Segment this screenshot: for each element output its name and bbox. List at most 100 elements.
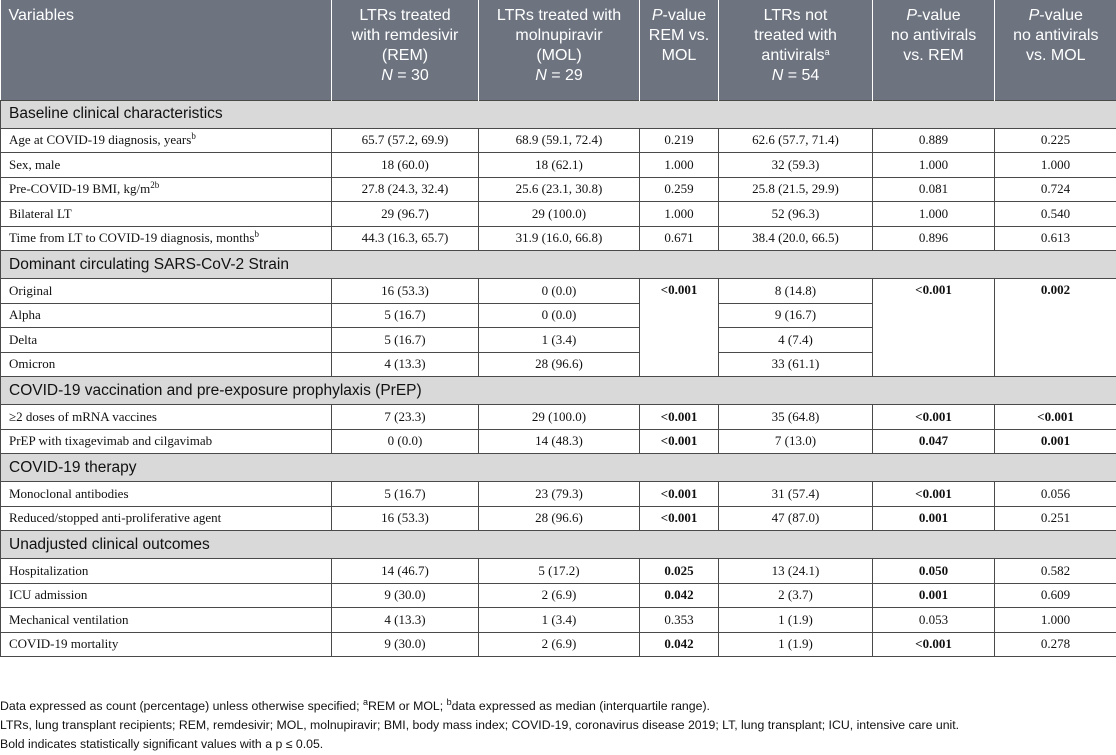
cell-p2: <0.001 bbox=[872, 481, 995, 507]
cell-p1: <0.001 bbox=[639, 481, 719, 507]
table-row: PrEP with tixagevimab and cilgavimab 0 (… bbox=[0, 428, 1116, 454]
cell-mol: 5 (17.2) bbox=[478, 558, 640, 584]
cell-p1: 1.000 bbox=[639, 152, 719, 178]
section-row: Dominant circulating SARS-CoV-2 Strain bbox=[0, 250, 1116, 279]
row-label: Hospitalization bbox=[0, 558, 332, 584]
results-table: Variables LTRs treated with remdesivir (… bbox=[0, 0, 1116, 657]
cell-none: 35 (64.8) bbox=[718, 404, 873, 430]
cell-p2: <0.001 bbox=[872, 631, 995, 657]
section-baseline: Baseline clinical characteristics bbox=[0, 99, 1116, 129]
cell-rem: 16 (53.3) bbox=[331, 505, 479, 531]
cell-p1: 0.219 bbox=[639, 127, 719, 153]
cell-p1: 0.025 bbox=[639, 558, 719, 584]
row-label: ≥2 doses of mRNA vaccines bbox=[0, 404, 332, 430]
cell-p2: 1.000 bbox=[872, 152, 995, 178]
cell-mol: 0 (0.0) bbox=[478, 302, 640, 328]
cell-mol: 29 (100.0) bbox=[478, 404, 640, 430]
table-row: Bilateral LT 29 (96.7) 29 (100.0) 1.000 … bbox=[0, 201, 1116, 227]
table-row: Time from LT to COVID-19 diagnosis, mont… bbox=[0, 225, 1116, 251]
table-row: Delta 5 (16.7) 1 (3.4) 4 (7.4) bbox=[0, 327, 1116, 353]
cell-p3-strain: 0.002 bbox=[994, 278, 1116, 377]
table-row: Original 16 (53.3) 0 (0.0) <0.001 8 (14.… bbox=[0, 278, 1116, 377]
footnote-line-3: Bold indicates statistically significant… bbox=[0, 737, 324, 751]
cell-p2: 0.047 bbox=[872, 428, 995, 454]
cell-p1: <0.001 bbox=[639, 505, 719, 531]
section-row: Baseline clinical characteristics bbox=[0, 99, 1116, 129]
cell-p1: <0.001 bbox=[639, 404, 719, 430]
cell-mol: 68.9 (59.1, 72.4) bbox=[478, 127, 640, 153]
header-mol: LTRs treated with molnupiravir (MOL) N =… bbox=[478, 0, 640, 100]
cell-p2: 0.081 bbox=[872, 176, 995, 202]
cell-none: 1 (1.9) bbox=[718, 631, 873, 657]
cell-none: 4 (7.4) bbox=[718, 327, 873, 353]
table-row: Monoclonal antibodies 5 (16.7) 23 (79.3)… bbox=[0, 481, 1116, 507]
cell-mol: 1 (3.4) bbox=[478, 327, 640, 353]
row-label: Bilateral LT bbox=[0, 201, 332, 227]
cell-none: 52 (96.3) bbox=[718, 201, 873, 227]
cell-none: 13 (24.1) bbox=[718, 558, 873, 584]
header-no-antivirals: LTRs not treated with antiviralsa N = 54 bbox=[718, 0, 873, 100]
section-therapy: COVID-19 therapy bbox=[0, 453, 1116, 482]
cell-rem: 4 (13.3) bbox=[331, 351, 479, 377]
table-row: Omicron 4 (13.3) 28 (96.6) 33 (61.1) bbox=[0, 351, 1116, 377]
cell-p2: <0.001 bbox=[872, 404, 995, 430]
cell-none: 7 (13.0) bbox=[718, 428, 873, 454]
row-label: ICU admission bbox=[0, 582, 332, 608]
cell-p1: 0.042 bbox=[639, 631, 719, 657]
cell-none: 9 (16.7) bbox=[718, 302, 873, 328]
cell-rem: 18 (60.0) bbox=[331, 152, 479, 178]
cell-rem: 4 (13.3) bbox=[331, 607, 479, 633]
cell-mol: 0 (0.0) bbox=[478, 278, 640, 304]
cell-none: 2 (3.7) bbox=[718, 582, 873, 608]
row-label: Sex, male bbox=[0, 152, 332, 178]
cell-mol: 2 (6.9) bbox=[478, 631, 640, 657]
cell-p3: 0.251 bbox=[994, 505, 1116, 531]
table-row: COVID-19 mortality 9 (30.0) 2 (6.9) 0.04… bbox=[0, 631, 1116, 657]
section-strain: Dominant circulating SARS-CoV-2 Strain bbox=[0, 250, 1116, 279]
row-label: Monoclonal antibodies bbox=[0, 481, 332, 507]
cell-mol: 18 (62.1) bbox=[478, 152, 640, 178]
cell-rem: 7 (23.3) bbox=[331, 404, 479, 430]
row-label: Omicron bbox=[0, 351, 332, 377]
cell-mol: 23 (79.3) bbox=[478, 481, 640, 507]
cell-p3: 0.609 bbox=[994, 582, 1116, 608]
cell-p3: 0.225 bbox=[994, 127, 1116, 153]
cell-p1: <0.001 bbox=[639, 428, 719, 454]
cell-rem: 9 (30.0) bbox=[331, 582, 479, 608]
cell-mol: 2 (6.9) bbox=[478, 582, 640, 608]
cell-mol: 31.9 (16.0, 66.8) bbox=[478, 225, 640, 251]
cell-p2: 0.050 bbox=[872, 558, 995, 584]
cell-p3: 1.000 bbox=[994, 607, 1116, 633]
cell-none: 62.6 (57.7, 71.4) bbox=[718, 127, 873, 153]
cell-mol: 14 (48.3) bbox=[478, 428, 640, 454]
cell-none: 8 (14.8) bbox=[718, 278, 873, 304]
row-label: COVID-19 mortality bbox=[0, 631, 332, 657]
table-row: Pre-COVID-19 BMI, kg/m2b 27.8 (24.3, 32.… bbox=[0, 176, 1116, 202]
results-table-container: Variables LTRs treated with remdesivir (… bbox=[0, 0, 1116, 657]
cell-p3: 0.540 bbox=[994, 201, 1116, 227]
footnote-line-1: Data expressed as count (percentage) unl… bbox=[0, 697, 710, 714]
table-row: Reduced/stopped anti-proliferative agent… bbox=[0, 505, 1116, 531]
cell-rem: 5 (16.7) bbox=[331, 481, 479, 507]
table-row: Mechanical ventilation 4 (13.3) 1 (3.4) … bbox=[0, 607, 1116, 633]
cell-none: 47 (87.0) bbox=[718, 505, 873, 531]
cell-rem: 14 (46.7) bbox=[331, 558, 479, 584]
section-vaccination: COVID-19 vaccination and pre-exposure pr… bbox=[0, 376, 1116, 405]
cell-mol: 28 (96.6) bbox=[478, 351, 640, 377]
cell-p1: 1.000 bbox=[639, 201, 719, 227]
cell-p3: <0.001 bbox=[994, 404, 1116, 430]
cell-mol: 29 (100.0) bbox=[478, 201, 640, 227]
cell-p1: 0.671 bbox=[639, 225, 719, 251]
row-label: Delta bbox=[0, 327, 332, 353]
cell-rem: 65.7 (57.2, 69.9) bbox=[331, 127, 479, 153]
header-p-none-vs-mol: P-value no antivirals vs. MOL bbox=[994, 0, 1116, 100]
cell-p1: 0.353 bbox=[639, 607, 719, 633]
section-row: COVID-19 therapy bbox=[0, 453, 1116, 482]
section-outcomes: Unadjusted clinical outcomes bbox=[0, 530, 1116, 559]
cell-none: 33 (61.1) bbox=[718, 351, 873, 377]
header-variables: Variables bbox=[0, 0, 332, 100]
cell-p3: 0.613 bbox=[994, 225, 1116, 251]
row-label: Reduced/stopped anti-proliferative agent bbox=[0, 505, 332, 531]
cell-p3: 0.278 bbox=[994, 631, 1116, 657]
table-row: Sex, male 18 (60.0) 18 (62.1) 1.000 32 (… bbox=[0, 152, 1116, 178]
